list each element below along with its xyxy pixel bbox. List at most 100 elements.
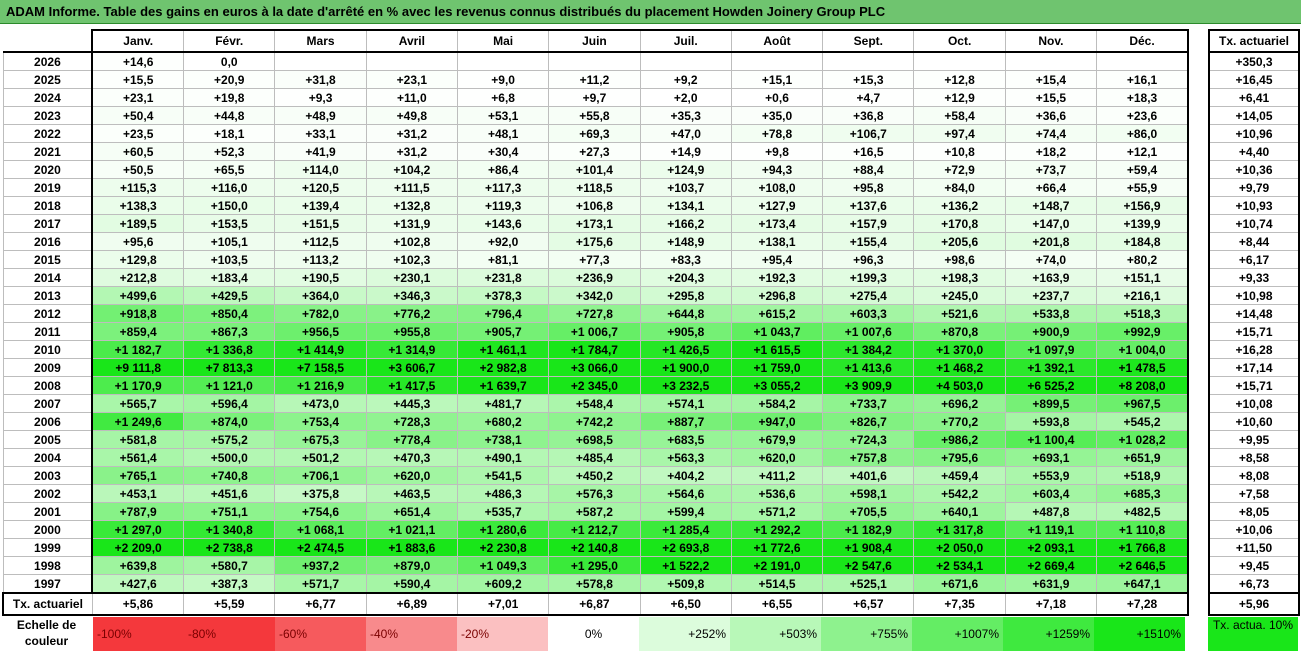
gain-cell: +899,5: [1004, 394, 1098, 413]
rate-cell: +15,71: [1208, 376, 1300, 395]
footer-rate-cell: +6,87: [548, 592, 641, 616]
gain-cell: +564,6: [639, 484, 732, 503]
legend-swatch: +503%: [730, 617, 821, 651]
table-row: 2021 +60,5 +52,3 +41,9 +31,2 +30,4 +27,3 +14,9 +…: [2, 142, 1190, 161]
legend-swatch: +1510%: [1094, 617, 1185, 651]
gain-cell: +231,8: [456, 268, 550, 287]
gain-cell: +603,4: [1004, 484, 1098, 503]
gain-cell: +41,9: [274, 142, 367, 161]
gain-cell: +578,8: [548, 574, 641, 594]
gain-cell: +119,3: [456, 196, 550, 215]
gain-cell: +175,6: [548, 232, 641, 251]
month-header: Avril: [365, 29, 458, 53]
gain-cell: +18,1: [183, 124, 276, 143]
year-cell: 2016: [2, 232, 93, 251]
gain-cell: +533,8: [1004, 304, 1098, 323]
month-header: Févr.: [183, 29, 276, 53]
gain-cell: +429,5: [183, 286, 276, 305]
gain-cell: +482,5: [1096, 502, 1190, 521]
rate-cell: +16,28: [1208, 340, 1300, 359]
gain-cell: +1 461,1: [456, 340, 550, 359]
gain-cell: +706,1: [274, 466, 367, 485]
gain-cell: +112,5: [274, 232, 367, 251]
table-row: 2008 +1 170,9 +1 121,0 +1 216,9 +1 417,5 +1 6…: [2, 376, 1190, 395]
gain-cell: +2 093,1: [1004, 538, 1098, 557]
rate-cell: +350,3: [1208, 51, 1300, 71]
gain-cell: +685,3: [1096, 484, 1190, 503]
gain-cell: +138,1: [730, 232, 824, 251]
rate-cell: +4,40: [1208, 142, 1300, 161]
gain-cell: +9,0: [456, 70, 550, 89]
rate-cell: +14,48: [1208, 304, 1300, 323]
rate-cell: +9,33: [1208, 268, 1300, 287]
gain-cell: +137,6: [822, 196, 915, 215]
table-row: 2018 +138,3 +150,0 +139,4 +132,8 +119,3 +106,8…: [2, 196, 1190, 215]
gain-cell: +35,0: [730, 106, 824, 125]
gain-cell: +364,0: [274, 286, 367, 305]
gain-cell: +103,5: [183, 250, 276, 269]
year-cell: 1997: [2, 574, 93, 594]
gain-cell: +69,3: [548, 124, 641, 143]
rate-cell: +8,58: [1208, 448, 1300, 467]
gain-cell: +105,1: [183, 232, 276, 251]
gain-cell: +136,2: [913, 196, 1006, 215]
gain-cell: +2,0: [639, 88, 732, 107]
table-row: 2019 +115,3 +116,0 +120,5 +111,5 +117,3 +118,5…: [2, 178, 1190, 197]
gain-cell: +753,4: [274, 412, 367, 431]
legend-swatch: -80%: [184, 617, 275, 651]
gain-cell: +3 066,0: [548, 358, 641, 377]
table-row: 1998 +639,8 +580,7 +937,2 +879,0 +1 049,3 +1 2…: [2, 556, 1190, 575]
gain-cell: +157,9: [822, 214, 915, 233]
gain-cell: +36,6: [1004, 106, 1098, 125]
legend-swatch: +755%: [821, 617, 912, 651]
footer-rate-cell: +5,59: [183, 592, 276, 616]
year-cell: 1999: [2, 538, 93, 557]
gain-cell: +199,3: [822, 268, 915, 287]
year-cell: 2020: [2, 160, 93, 179]
table-row: 2023 +50,4 +44,8 +48,9 +49,8 +53,1 +55,8 +35,3 +…: [2, 106, 1190, 125]
gain-cell: [274, 51, 367, 71]
gain-cell: +937,2: [274, 556, 367, 575]
year-cell: 2002: [2, 484, 93, 503]
gain-cell: +53,1: [456, 106, 550, 125]
gain-cell: +501,2: [274, 448, 367, 467]
rate-cell: +17,14: [1208, 358, 1300, 377]
gain-cell: +108,0: [730, 178, 824, 197]
table-row: 2003 +765,1 +740,8 +706,1 +620,0 +541,5 +450,2…: [2, 466, 1190, 485]
gain-cell: +1 340,8: [183, 520, 276, 539]
table-row: 2010 +1 182,7 +1 336,8 +1 414,9 +1 314,9 +1 4…: [2, 340, 1190, 359]
rate-cell: +10,06: [1208, 520, 1300, 539]
gain-cell: +124,9: [639, 160, 732, 179]
year-cell: 2014: [2, 268, 93, 287]
gain-cell: +8 208,0: [1096, 376, 1190, 395]
gain-cell: [1096, 51, 1190, 71]
year-cell: 2018: [2, 196, 93, 215]
gain-cell: +651,4: [365, 502, 458, 521]
rate-cell: +15,71: [1208, 322, 1300, 341]
gain-cell: +129,8: [91, 250, 185, 269]
gain-cell: +201,8: [1004, 232, 1098, 251]
gain-cell: +66,4: [1004, 178, 1098, 197]
gain-cell: +102,3: [365, 250, 458, 269]
gain-cell: +651,9: [1096, 448, 1190, 467]
gain-cell: +986,2: [913, 430, 1006, 449]
gain-cell: +23,6: [1096, 106, 1190, 125]
gain-cell: +7 813,3: [183, 358, 276, 377]
gain-cell: [456, 51, 550, 71]
gain-cell: +95,4: [730, 250, 824, 269]
gain-cell: +7 158,5: [274, 358, 367, 377]
gain-cell: +918,8: [91, 304, 185, 323]
legend-swatch: +1007%: [912, 617, 1003, 651]
corner-cell: [2, 29, 93, 53]
gain-cell: +3 055,2: [730, 376, 824, 395]
gain-cell: +705,5: [822, 502, 915, 521]
year-cell: 2021: [2, 142, 93, 161]
gain-cell: +84,0: [913, 178, 1006, 197]
gain-cell: +184,8: [1096, 232, 1190, 251]
gain-cell: +216,1: [1096, 286, 1190, 305]
gain-cell: +905,8: [639, 322, 732, 341]
gain-cell: +782,0: [274, 304, 367, 323]
gain-cell: +92,0: [456, 232, 550, 251]
gain-cell: +387,3: [183, 574, 276, 594]
gain-cell: +12,1: [1096, 142, 1190, 161]
